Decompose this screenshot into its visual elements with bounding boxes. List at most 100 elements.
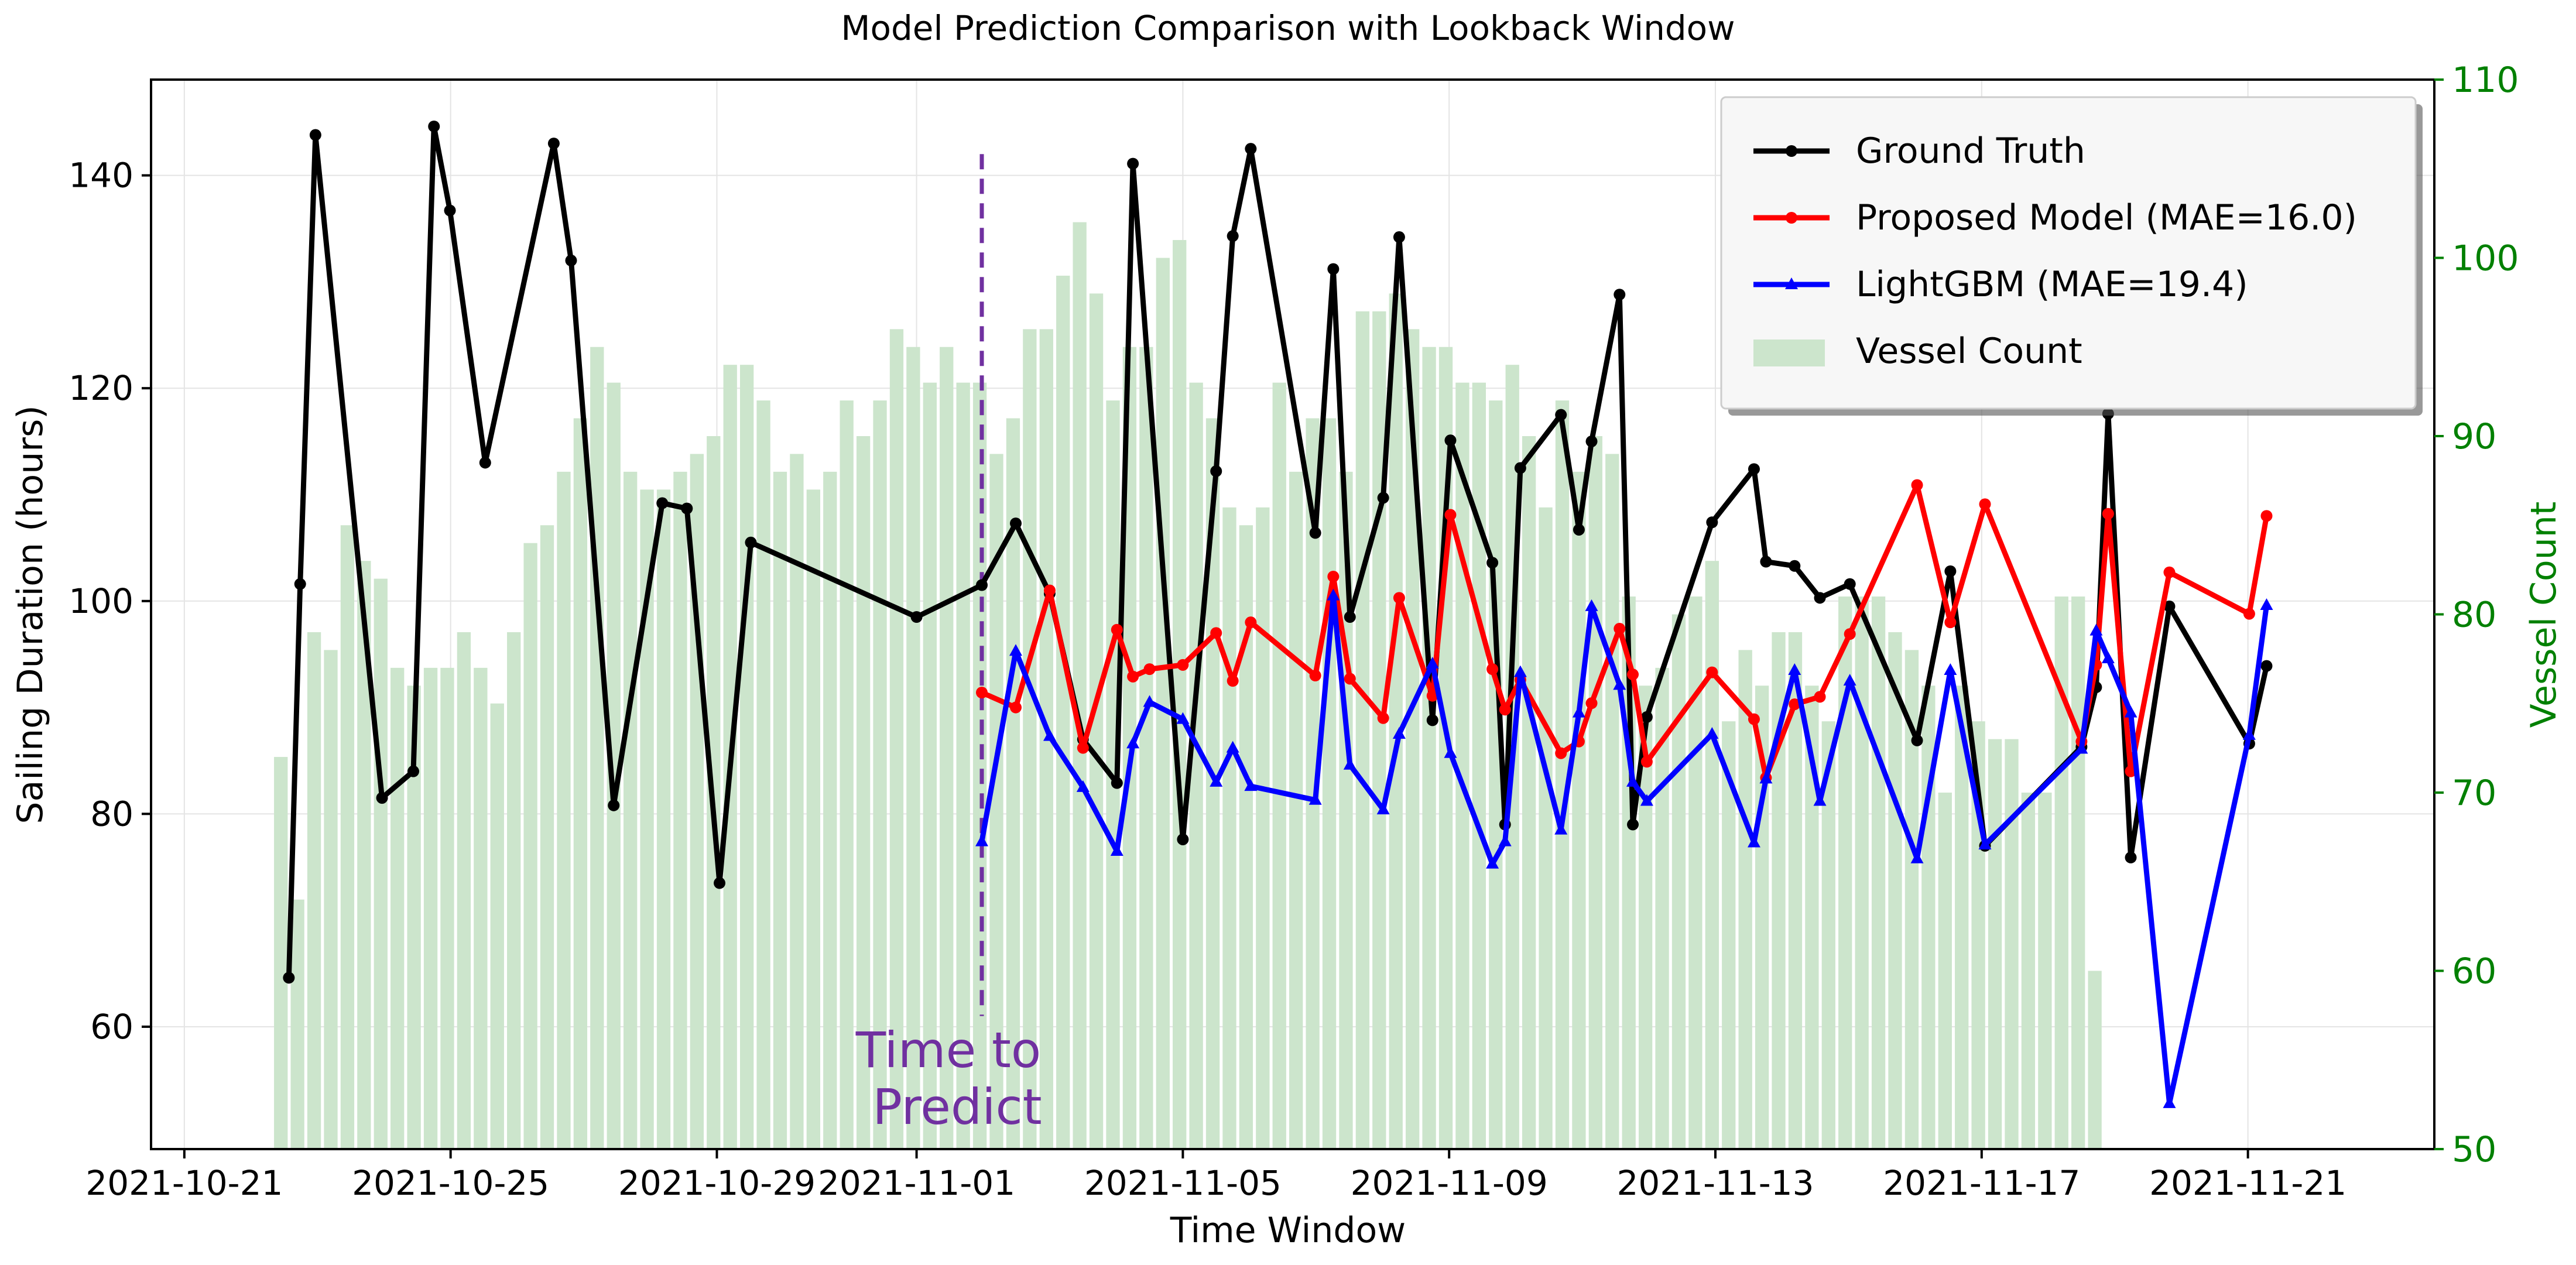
vessel-count-bar: [1073, 222, 1087, 1150]
lightgbm-point: [1244, 779, 1258, 791]
proposed-point: [1944, 616, 1957, 629]
ground_truth-point: [2260, 660, 2273, 672]
vessel-count-bar: [590, 347, 604, 1149]
y-tick-label: 100: [68, 581, 133, 621]
ground_truth-point: [1210, 465, 1222, 477]
proposed-point: [2163, 566, 2176, 578]
lightgbm-point: [1126, 736, 1140, 749]
vessel-count-bar: [856, 436, 871, 1149]
lightgbm-point: [1788, 663, 1801, 675]
lightgbm-point: [2242, 728, 2256, 740]
ground_truth-point: [1585, 436, 1598, 448]
vessel-count-bar: [806, 489, 820, 1149]
lightgbm-point: [1143, 695, 1156, 707]
vessel-count-bar: [2054, 596, 2068, 1149]
x-tick-label: 2021-10-29: [618, 1163, 816, 1203]
y-axis-right: 50 60 70 80 90 100 110: [2434, 60, 2519, 1170]
vessel-count-bar: [624, 471, 638, 1149]
vessel-count-bar: [739, 365, 754, 1150]
vessel-count-bar: [640, 489, 654, 1149]
ground_truth-point: [294, 578, 306, 590]
proposed-point: [1426, 690, 1438, 702]
ground_truth-point: [1748, 463, 1760, 475]
ground_truth-point: [1789, 560, 1801, 572]
x-axis-label: Time Window: [1170, 1210, 1406, 1251]
vessel-count-bar: [773, 471, 787, 1149]
ground_truth-point: [1377, 492, 1389, 504]
vessel-count-bar: [1572, 471, 1586, 1149]
ground_truth-point: [1486, 557, 1499, 569]
series-lines: [283, 120, 2273, 1108]
proposed-point: [2243, 608, 2255, 620]
vessel-count-bar: [1289, 471, 1303, 1149]
lightgbm-point: [2101, 651, 2115, 663]
lightgbm-point: [1343, 757, 1356, 770]
vessel-count-bar: [607, 382, 621, 1149]
ground_truth-point: [283, 972, 295, 984]
vessel-count-bar: [1988, 739, 2002, 1149]
vessel-count-bar: [407, 685, 421, 1149]
y-right-tick-label: 100: [2452, 238, 2519, 279]
ground_truth-point: [309, 129, 321, 141]
vessel-count-bar: [906, 347, 920, 1149]
vessel-count-bar: [690, 454, 704, 1150]
ground_truth-point: [1760, 556, 1772, 568]
legend-ground-truth-marker: [1786, 145, 1797, 157]
lightgbm-point: [1426, 657, 1439, 669]
vessel-count-bar: [1372, 311, 1386, 1149]
x-axis: 2021-10-21 2021-10-25 2021-10-29 2021-11-01…: [85, 1149, 2347, 1203]
lightgbm-point: [1613, 678, 1626, 690]
ground_truth-point: [714, 877, 726, 889]
vessel-count-bar: [1023, 329, 1037, 1149]
lightgbm-point: [1978, 838, 1992, 850]
x-tick-label: 2021-11-13: [1616, 1163, 1814, 1203]
lightgbm-point: [1572, 705, 1585, 718]
vessel-count-bar: [1671, 614, 1686, 1149]
lightgbm-point: [1585, 599, 1598, 611]
vessel-count-bar: [1089, 293, 1104, 1149]
vessel-count-bar: [889, 329, 904, 1149]
proposed-point: [1177, 659, 1189, 671]
ground_truth-point: [1393, 231, 1405, 244]
ground_truth-point: [547, 138, 560, 150]
lightgbm-point: [1513, 665, 1527, 677]
lightgbm-point: [1498, 834, 1512, 846]
y-right-tick-label: 110: [2452, 60, 2519, 101]
vessel-count-bar: [1173, 240, 1187, 1149]
proposed-point: [2260, 510, 2273, 522]
vessel-count-bar: [873, 400, 887, 1149]
x-tick-label: 2021-11-17: [1883, 1163, 2080, 1203]
vessel-count-bar: [1821, 721, 1835, 1149]
ground_truth-point: [1309, 527, 1321, 539]
vessel-count-bar: [1738, 650, 1752, 1149]
y-tick-label: 60: [90, 1007, 133, 1047]
ground_truth-point: [1844, 578, 1856, 590]
legend-proposed-label: Proposed Model (MAE=16.0): [1856, 197, 2357, 238]
lightgbm-point: [1110, 844, 1123, 856]
vessel-count-bar: [1139, 347, 1153, 1149]
vessel-count-bar: [1539, 507, 1553, 1149]
vessel-count-bar: [523, 543, 537, 1150]
vessel-count-bar: [2021, 793, 2036, 1149]
vessel-count-bar: [1688, 596, 1703, 1149]
vessel-count-bar: [940, 347, 954, 1149]
proposed-point: [1077, 742, 1089, 754]
proposed-point: [1555, 747, 1567, 759]
vessel-count-bar: [457, 632, 471, 1149]
lightgbm-point: [2124, 705, 2137, 718]
vessel-count-bar: [1472, 382, 1486, 1149]
proposed-point: [1499, 704, 1511, 716]
vessel-count-bar: [1522, 436, 1536, 1149]
ground_truth-point: [1627, 818, 1639, 831]
vessel-count-bar: [374, 578, 388, 1149]
ground_truth-point: [1245, 143, 1257, 155]
x-tick-label: 2021-11-01: [818, 1163, 1015, 1203]
vessel-count-bar: [2038, 793, 2052, 1149]
proposed-point: [1245, 616, 1257, 629]
vessel-count-bar: [1788, 632, 1803, 1149]
x-tick-label: 2021-11-21: [2149, 1163, 2347, 1203]
vessel-count-bar: [440, 667, 454, 1149]
lightgbm-point: [1747, 835, 1760, 848]
proposed-point: [1111, 623, 1123, 636]
